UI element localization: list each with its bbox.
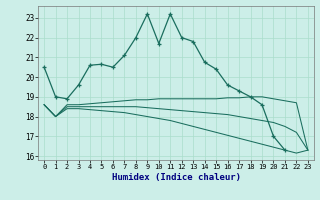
X-axis label: Humidex (Indice chaleur): Humidex (Indice chaleur) <box>111 173 241 182</box>
